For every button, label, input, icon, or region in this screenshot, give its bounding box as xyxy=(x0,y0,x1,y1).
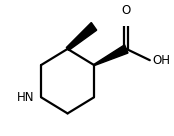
Text: HN: HN xyxy=(17,91,34,104)
Text: OH: OH xyxy=(153,54,171,67)
Polygon shape xyxy=(66,23,97,50)
Text: O: O xyxy=(122,4,131,17)
Polygon shape xyxy=(94,45,128,66)
